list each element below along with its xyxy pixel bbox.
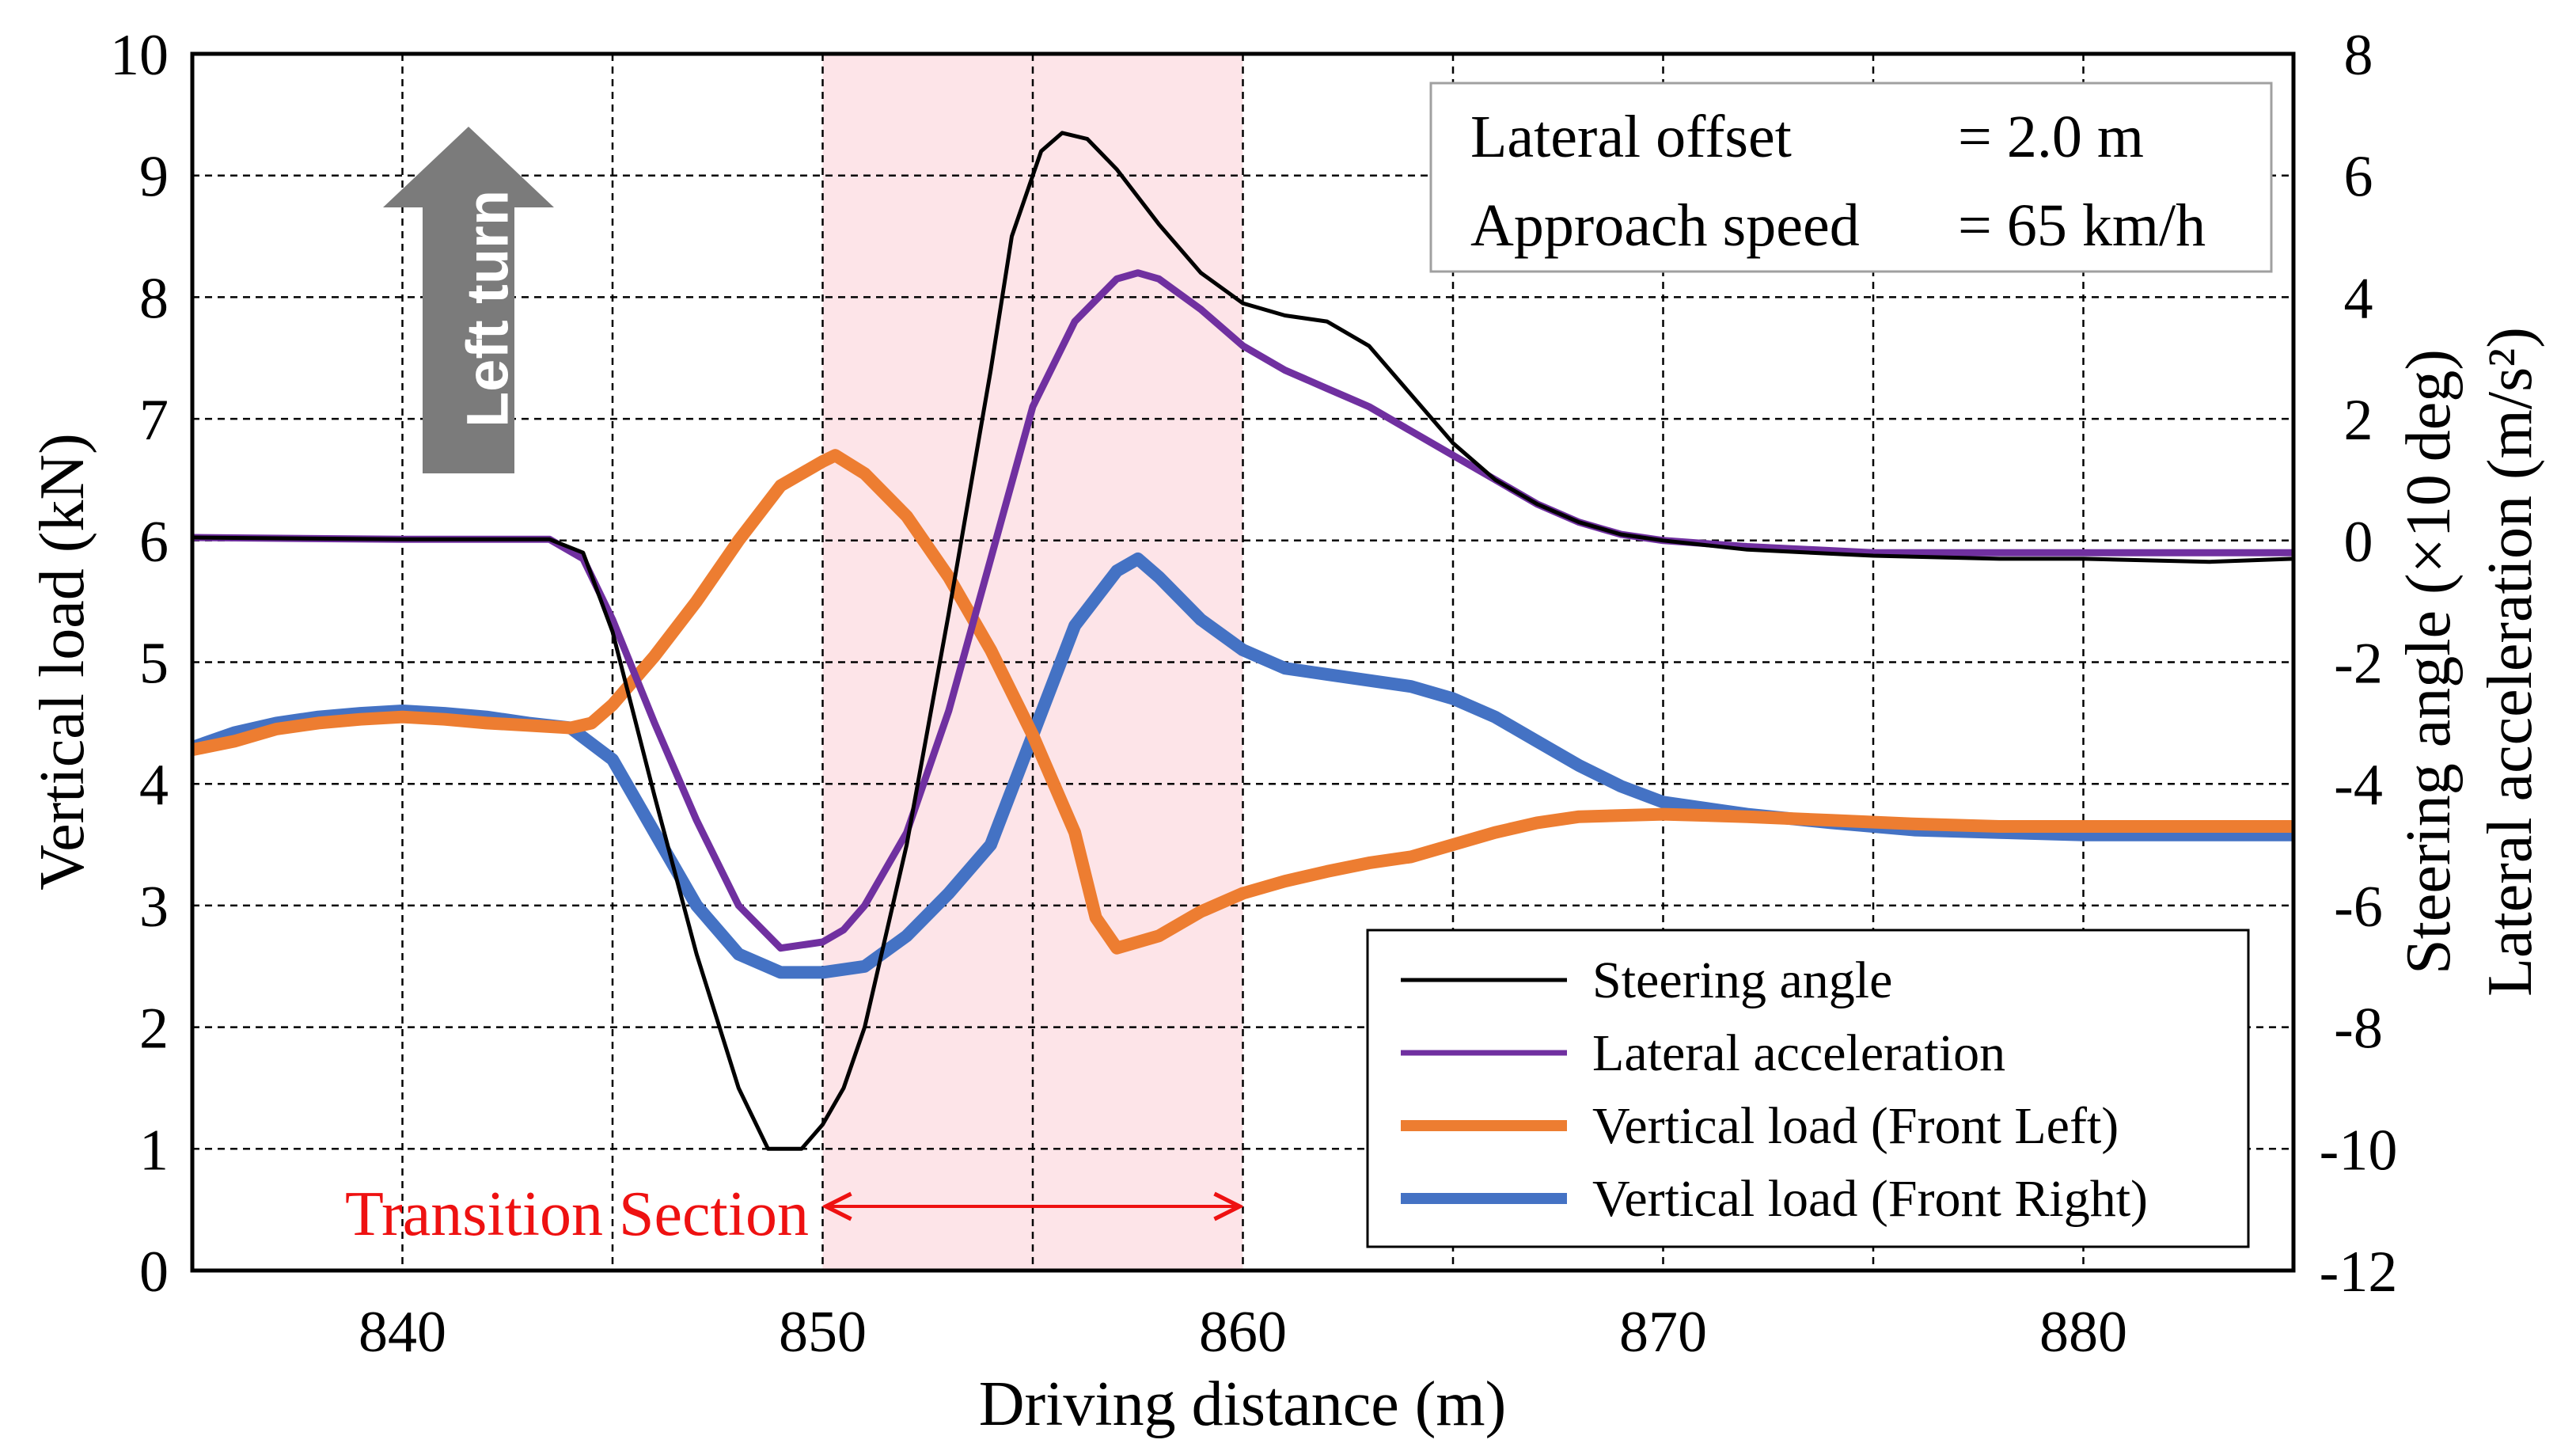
y-right-tick--4: -4 xyxy=(2334,753,2383,818)
info-approach-speed-value: = 65 km/h xyxy=(1958,192,2206,259)
y-right-tick-0: 0 xyxy=(2344,510,2373,575)
transition-label: Transition Section xyxy=(345,1179,809,1249)
y-left-tick-labels: 0 1 2 3 4 5 6 7 8 9 10 xyxy=(110,23,169,1305)
x-tick-840: 840 xyxy=(359,1300,446,1365)
x-tick-labels: 840 850 860 870 880 xyxy=(359,1300,2127,1365)
y-right-tick-8: 8 xyxy=(2344,23,2373,88)
y-right-axis-title-steering: Steering angle (×10 deg) xyxy=(2394,349,2464,974)
y-left-tick-3: 3 xyxy=(139,875,169,940)
y-left-tick-6: 6 xyxy=(139,510,169,575)
y-right-tick--10: -10 xyxy=(2320,1118,2398,1183)
y-right-tick-4: 4 xyxy=(2344,266,2373,331)
info-lateral-offset-value: = 2.0 m xyxy=(1958,104,2144,170)
info-approach-speed-label: Approach speed xyxy=(1470,192,1860,259)
legend: Steering angle Lateral acceleration Vertic… xyxy=(1366,929,2250,1248)
legend-label-vertical-load-front-left: Vertical load (Front Left) xyxy=(1592,1097,2119,1155)
y-left-tick-10: 10 xyxy=(110,23,169,88)
legend-label-lateral-acceleration: Lateral acceleration xyxy=(1592,1024,2005,1082)
x-tick-850: 850 xyxy=(779,1300,867,1365)
y-left-tick-8: 8 xyxy=(139,266,169,331)
info-lateral-offset-label: Lateral offset xyxy=(1470,104,1792,170)
y-left-tick-2: 2 xyxy=(139,997,169,1062)
y-right-tick--8: -8 xyxy=(2334,997,2383,1062)
y-left-tick-7: 7 xyxy=(139,388,169,453)
info-box: Lateral offset = 2.0 m Approach speed = … xyxy=(1429,82,2273,273)
annotation-left-turn: Left turn xyxy=(383,127,554,473)
y-right-tick-6: 6 xyxy=(2344,145,2373,210)
x-tick-860: 860 xyxy=(1199,1300,1287,1365)
info-box-frame xyxy=(1429,82,2273,273)
y-right-tick--6: -6 xyxy=(2334,875,2383,940)
y-left-tick-0: 0 xyxy=(139,1240,169,1305)
transition-annotation: Transition Section xyxy=(345,1179,1239,1249)
y-left-tick-9: 9 xyxy=(139,145,169,210)
x-axis-title: Driving distance (m) xyxy=(979,1369,1506,1439)
legend-label-steering-angle: Steering angle xyxy=(1592,952,1892,1009)
y-right-tick--12: -12 xyxy=(2320,1240,2398,1305)
series-lines xyxy=(192,131,2293,1151)
x-tick-870: 870 xyxy=(1619,1300,1707,1365)
y-right-axis-title-lateral: Lateral acceleration (m/s²) xyxy=(2475,327,2545,997)
x-tick-880: 880 xyxy=(2039,1300,2127,1365)
y-left-axis-title: Vertical load (kN) xyxy=(28,433,97,891)
left-turn-arrow-icon xyxy=(383,127,554,473)
y-right-tick-2: 2 xyxy=(2344,388,2373,453)
y-left-tick-4: 4 xyxy=(139,753,169,818)
series-steering-angle xyxy=(192,131,2293,1151)
legend-label-vertical-load-front-right: Vertical load (Front Right) xyxy=(1592,1170,2148,1228)
series-vertical-load-front-left xyxy=(192,449,2293,955)
y-left-tick-5: 5 xyxy=(139,632,169,697)
y-right-tick-labels: -12 -10 -8 -6 -4 -2 0 2 4 6 8 xyxy=(2320,23,2398,1305)
left-turn-label: Left turn xyxy=(455,190,521,427)
plot-frame xyxy=(190,51,2296,1273)
y-right-tick--2: -2 xyxy=(2334,632,2383,697)
y-left-tick-1: 1 xyxy=(139,1118,169,1183)
